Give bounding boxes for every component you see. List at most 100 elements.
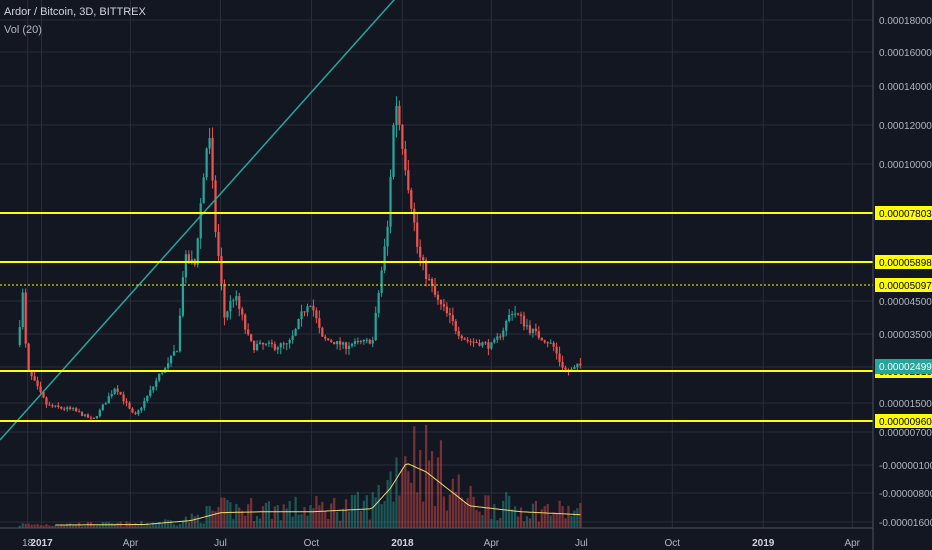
candle-body [413,208,416,223]
volume-bar [427,460,431,528]
volume-bar [110,523,113,528]
candles [18,96,582,420]
candle-body [404,148,407,171]
candle-body [60,406,63,409]
candle-body [125,401,128,403]
volume-bar [300,514,303,528]
candle-body [119,391,122,395]
volume-bar [163,519,167,528]
price-tick-label: -0.00000100 [879,461,932,472]
volume-bar [324,510,327,528]
volume-bar [122,526,125,528]
time-tick-label: Oct [665,538,681,549]
candle-body [181,277,185,316]
volume-bar [303,506,306,528]
candle-body [493,339,496,343]
time-tick-label: Oct [304,538,320,549]
volume-bar [472,496,475,528]
candle-body [282,343,285,345]
candle-body [95,416,99,418]
volume-bar [24,523,27,528]
price-tick-label: -0.00000800 [879,489,932,500]
volume-bar [371,492,374,528]
candle-body [285,343,288,345]
volume-bar [270,518,273,528]
candle-body [513,313,517,315]
volume-bar [422,501,425,528]
candle-body [66,407,69,410]
candle-body [430,278,434,287]
candle-body [499,336,502,338]
candle-body [439,299,443,305]
candle-body [202,177,205,204]
candle-body [365,339,368,341]
volume-bar [149,525,152,528]
grid [0,0,873,528]
candle-body [558,353,561,362]
symbol-title: Ardor / Bitcoin, 3D, BITTREX [4,6,146,18]
candle-body [39,386,42,392]
candle-body [238,296,241,309]
candle-body [303,311,306,313]
candle-body [51,405,54,407]
current-price-tag [875,359,932,374]
volume-bar [36,524,39,528]
price-axis[interactable] [873,0,932,550]
volume-bar [350,494,354,528]
volume-bar [404,456,407,528]
candle-body [312,305,315,311]
candle-body [341,342,345,345]
candle-body [229,301,232,312]
candle-body [143,400,146,408]
candle-body [564,367,567,370]
volume-bar [152,522,155,528]
trend-line[interactable] [0,0,398,441]
candle-body [549,342,552,344]
candle-body [297,318,300,330]
candle-body [380,270,383,293]
volume-bar [235,503,238,528]
volume-bar [226,499,229,528]
candle-body [552,342,555,347]
volume-bar [42,525,45,528]
candle-body [261,342,265,345]
candle-body [48,404,51,406]
candle-body [72,408,75,410]
candle-body [419,246,422,258]
volume-bar [208,506,211,528]
candle-body [573,367,576,370]
volume-bar [33,524,36,528]
candle-body [531,328,535,334]
candle-body [187,254,190,264]
volume-bar [113,523,116,528]
volume-bar [508,495,511,528]
candle-body [110,394,113,397]
volume-bar [481,515,484,528]
volume-bar [398,495,401,528]
time-tick-label: 2018 [391,538,414,549]
level-price-tag [875,206,932,220]
volume-bar [282,504,285,528]
time-tick-label: Jul [575,538,588,549]
volume-bar [368,519,371,528]
volume-bar [131,524,134,528]
candle-body [309,305,312,307]
candle-body [184,254,187,278]
volume-ma-line [55,463,581,526]
level-price-label: 0.00005898 [879,258,932,269]
volume-bar [416,492,419,528]
candle-body [576,363,579,368]
horizontal-levels [0,212,873,422]
candle-body [75,408,78,412]
price-tick-label: 0.00014000 [879,82,932,93]
price-tick-label: 0.00001500 [879,399,932,410]
volume-bar [30,524,33,528]
candle-body [534,328,537,332]
volume-bar [27,523,30,528]
candle-body [205,148,208,178]
candle-body [386,226,389,247]
volume-bar [519,507,523,528]
candle-body [433,286,437,295]
